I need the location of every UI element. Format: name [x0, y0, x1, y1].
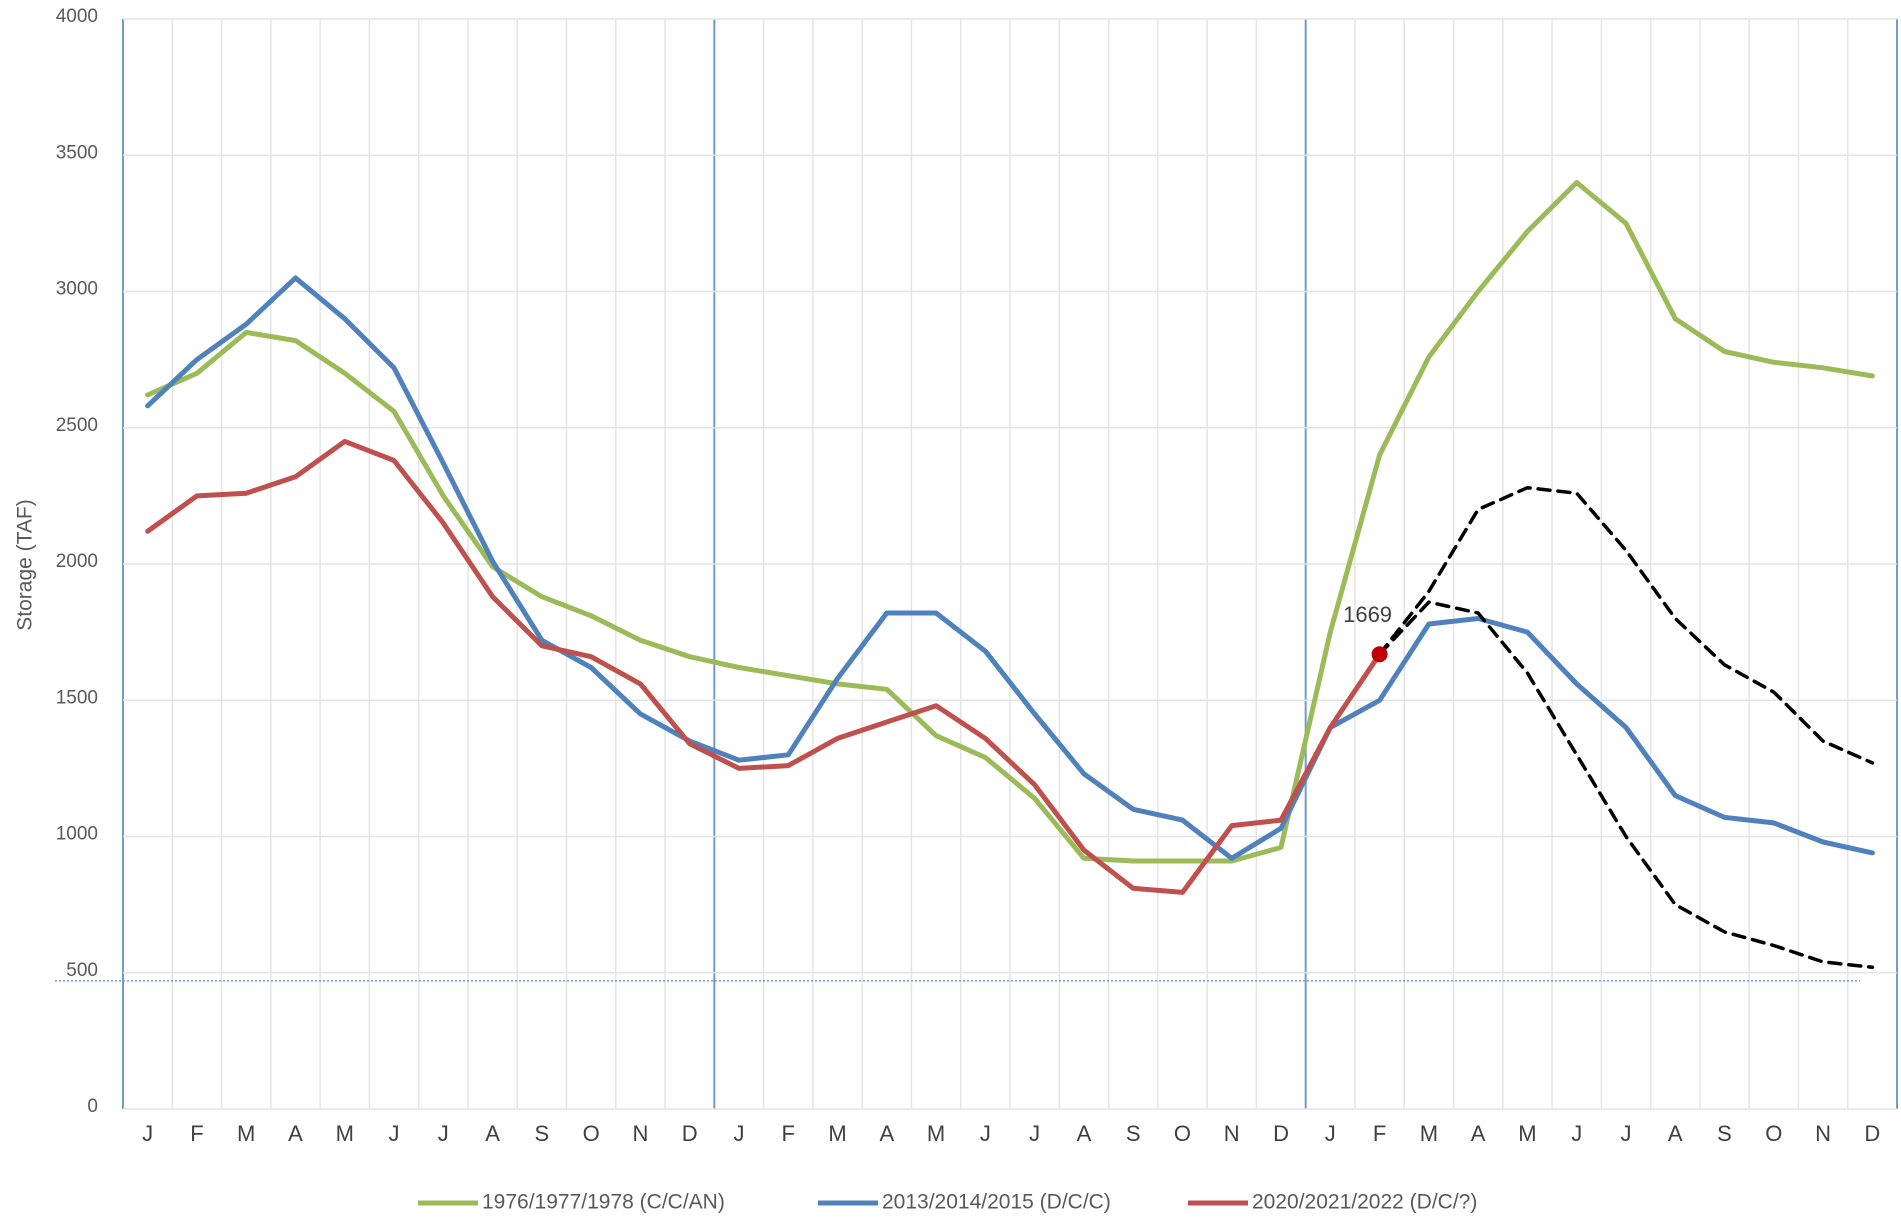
x-tick-label: N [1224, 1121, 1240, 1146]
y-tick-label: 4000 [56, 6, 98, 27]
x-tick-label: D [1273, 1121, 1289, 1146]
x-tick-label: J [1620, 1121, 1631, 1146]
x-tick-label: J [980, 1121, 991, 1146]
x-tick-label: S [1126, 1121, 1141, 1146]
x-tick-label: A [1471, 1121, 1486, 1146]
x-tick-label: M [237, 1121, 255, 1146]
x-tick-label: D [682, 1121, 698, 1146]
annotated-point [1371, 646, 1388, 663]
x-tick-label: O [583, 1121, 600, 1146]
x-tick-label: J [142, 1121, 153, 1146]
x-tick-label: F [1373, 1121, 1386, 1146]
x-tick-label: A [879, 1121, 894, 1146]
x-tick-label: J [389, 1121, 400, 1146]
legend-label: 2020/2021/2022 (D/C/?) [1252, 1191, 1477, 1214]
y-tick-label: 500 [66, 960, 98, 981]
y-tick-label: 2500 [56, 415, 98, 436]
annotation: 1669 [1343, 602, 1392, 627]
x-tick-label: F [782, 1121, 795, 1146]
x-tick-label: M [1420, 1121, 1438, 1146]
x-tick-label: N [1815, 1121, 1831, 1146]
x-tick-label: J [1571, 1121, 1582, 1146]
x-tick-label: J [733, 1121, 744, 1146]
x-tick-label: A [1077, 1121, 1092, 1146]
series-line [145, 438, 1383, 895]
x-tick-label: F [190, 1121, 203, 1146]
projection-line [1377, 600, 1875, 970]
x-tick-label: M [336, 1121, 354, 1146]
y-tick-label: 0 [87, 1096, 98, 1117]
y-tick-label: 1500 [56, 687, 98, 708]
x-tick-label: O [1765, 1121, 1782, 1146]
x-tick-label: O [1174, 1121, 1191, 1146]
y-tick-label: 3500 [56, 142, 98, 163]
x-tick-label: A [288, 1121, 303, 1146]
y-tick-label: 1000 [56, 824, 98, 845]
series-line [145, 275, 1875, 861]
y-tick-label: 2000 [56, 551, 98, 572]
x-tick-label: J [1325, 1121, 1336, 1146]
legend-label: 2013/2014/2015 (D/C/C) [882, 1191, 1111, 1214]
projection-line [1377, 485, 1875, 765]
x-tick-label: S [1717, 1121, 1732, 1146]
x-tick-label: N [632, 1121, 648, 1146]
x-tick-label: M [927, 1121, 945, 1146]
x-tick-label: M [1518, 1121, 1536, 1146]
x-tick-label: A [485, 1121, 500, 1146]
legend-label: 1976/1977/1978 (C/C/AN) [482, 1191, 725, 1214]
y-axis-title: Storage (TAF) [14, 499, 37, 630]
series-line [145, 180, 1875, 864]
x-tick-label: J [1029, 1121, 1040, 1146]
x-tick-label: M [828, 1121, 846, 1146]
x-tick-label: J [438, 1121, 449, 1146]
x-tick-label: S [535, 1121, 550, 1146]
y-tick-label: 3000 [56, 279, 98, 300]
x-tick-label: D [1864, 1121, 1880, 1146]
x-tick-label: A [1668, 1121, 1683, 1146]
